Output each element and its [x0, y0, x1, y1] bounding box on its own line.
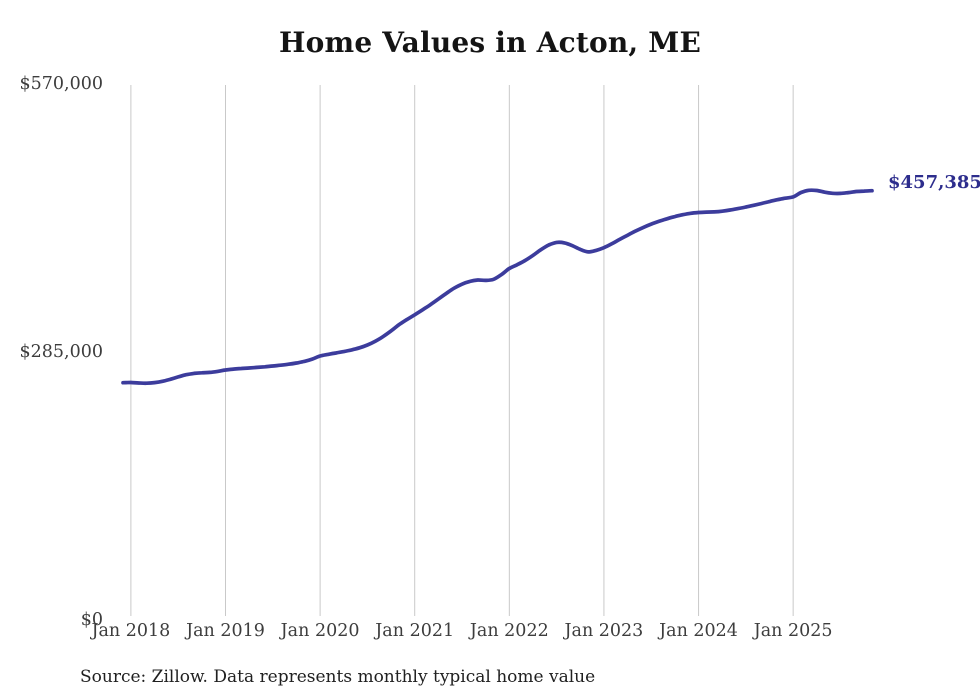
- x-tick-label: Jan 2018: [91, 621, 171, 641]
- plot-area: [121, 85, 874, 616]
- end-value-label: $457,385: [888, 171, 980, 193]
- y-tick-label-570000: $570,000: [19, 74, 103, 94]
- x-tick-label: Jan 2022: [469, 621, 549, 641]
- chart-title: Home Values in Acton, ME: [278, 26, 702, 59]
- source-note: Source: Zillow. Data represents monthly …: [80, 667, 596, 687]
- x-tick-label: Jan 2025: [753, 621, 833, 641]
- y-tick-label-0: $0: [80, 610, 103, 630]
- x-tick-label: Jan 2024: [659, 621, 738, 641]
- x-tick-label: Jan 2023: [564, 621, 644, 641]
- x-tick-label: Jan 2019: [186, 621, 265, 641]
- x-tick-label: Jan 2021: [375, 621, 455, 641]
- home-value-line: [121, 188, 874, 386]
- y-tick-label-285000: $285,000: [19, 342, 103, 362]
- x-tick-label: Jan 2020: [280, 621, 360, 641]
